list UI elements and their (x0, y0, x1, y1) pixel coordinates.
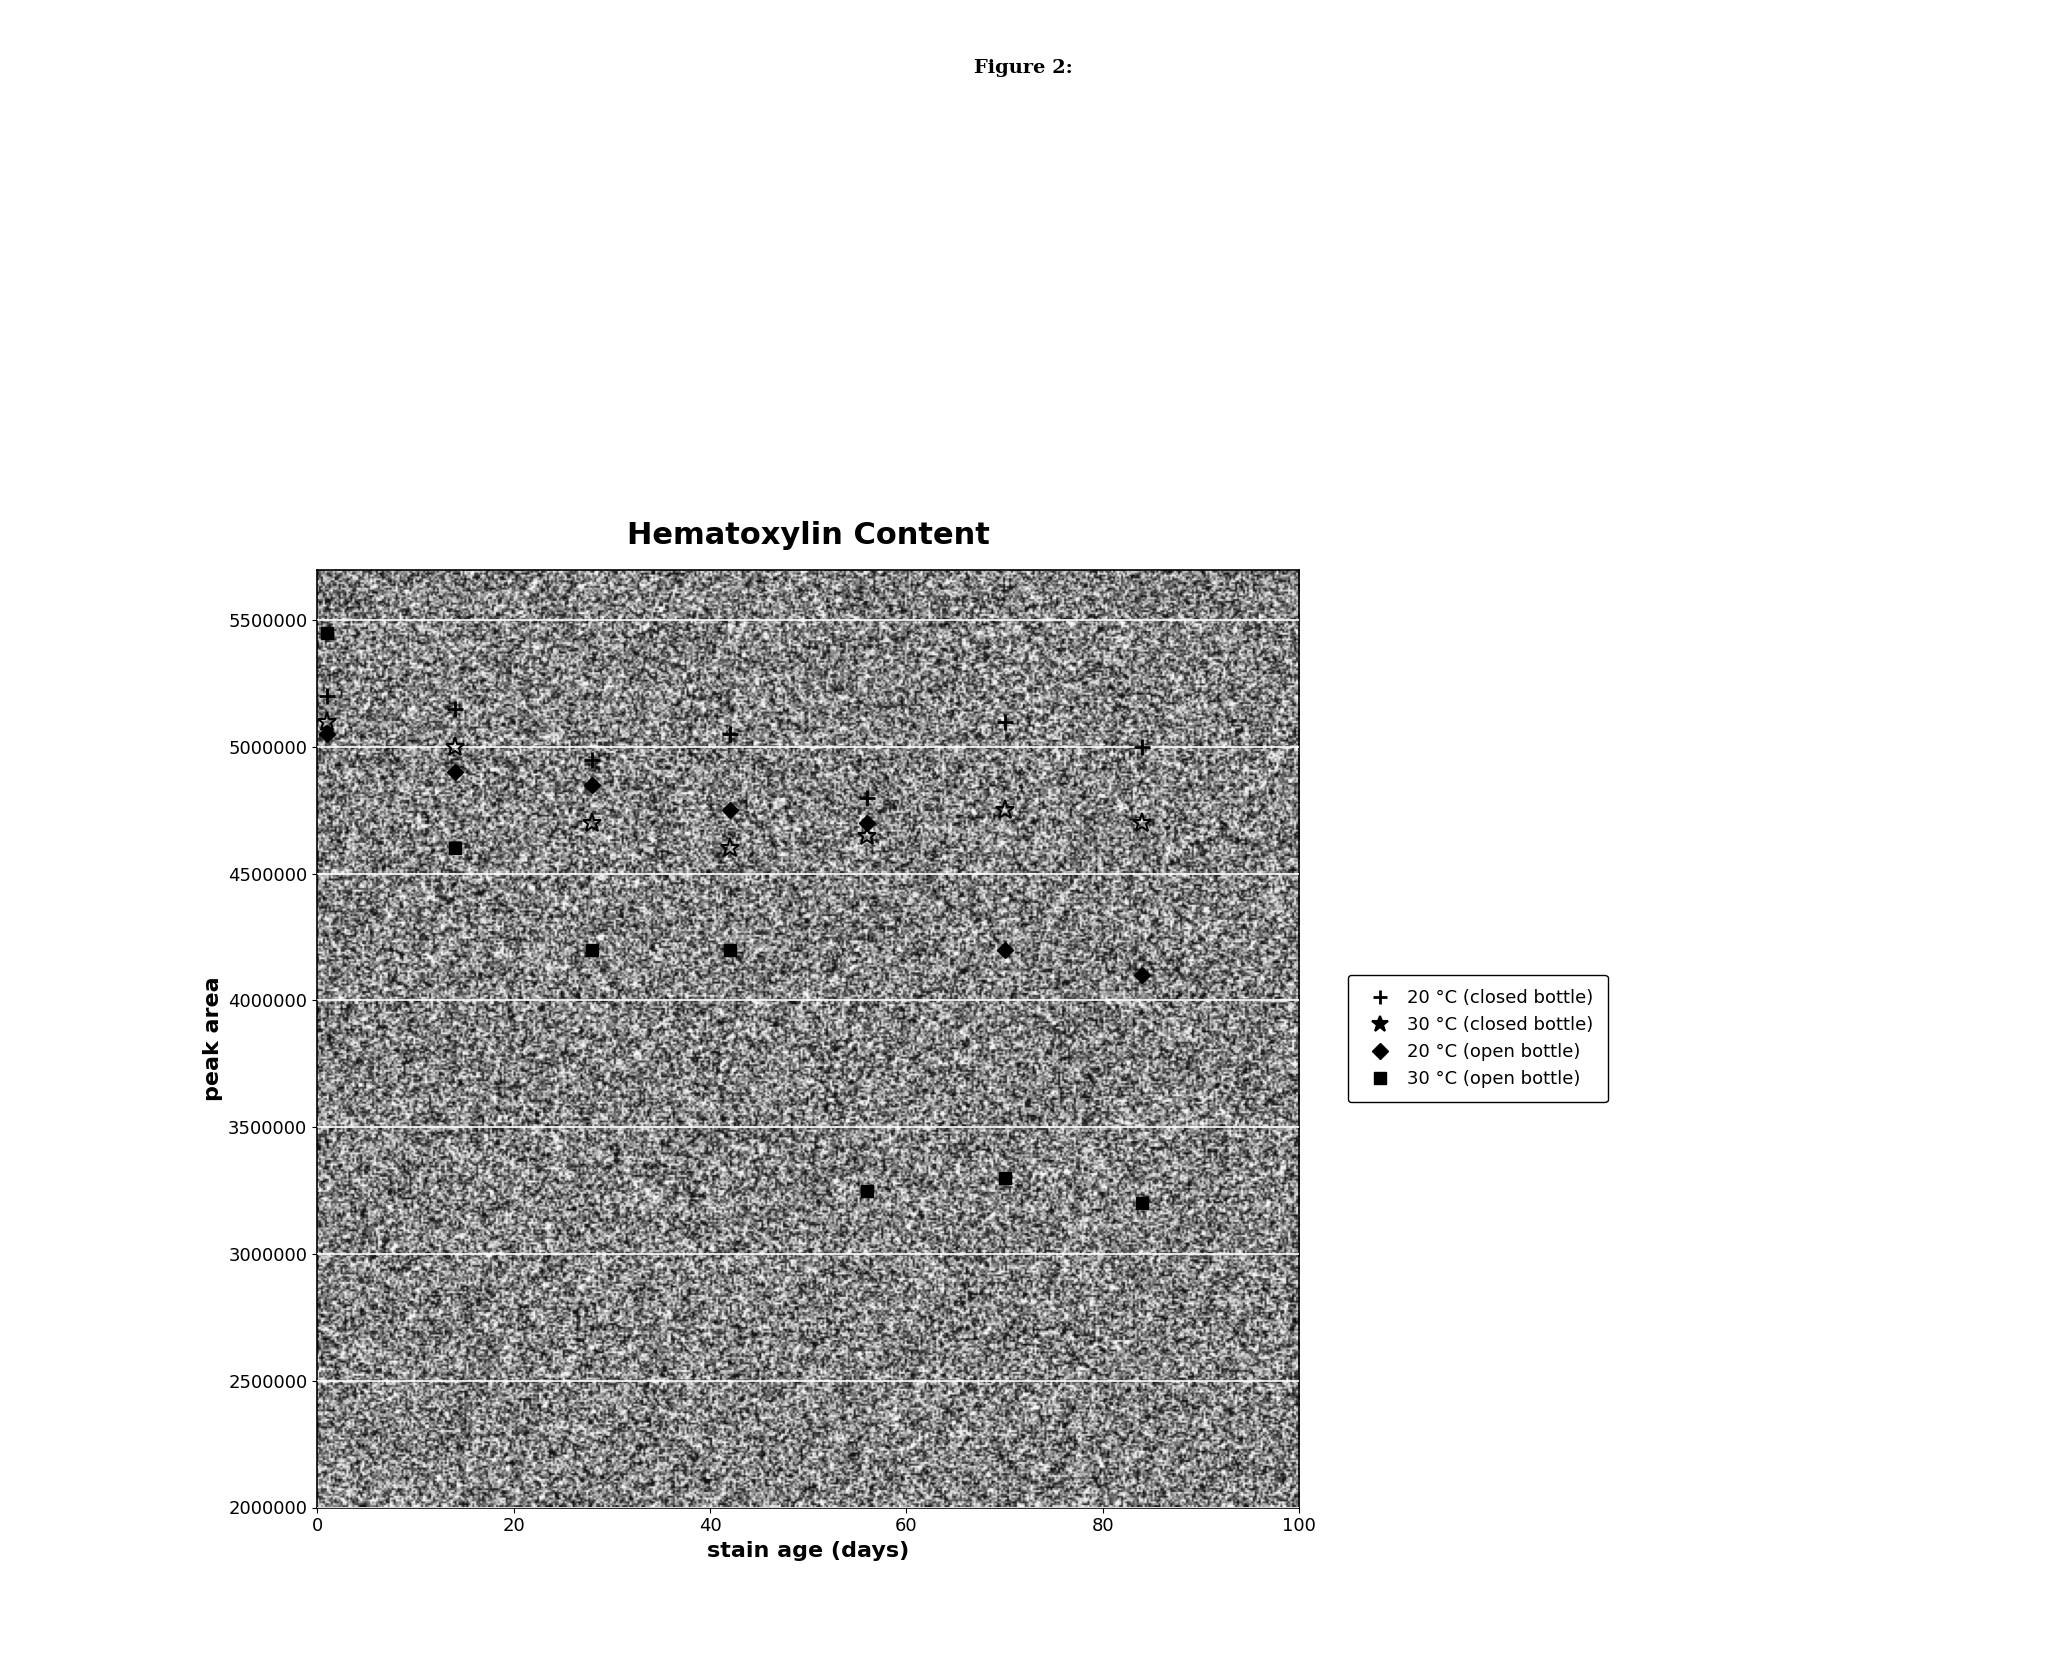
Legend: 20 °C (closed bottle), 30 °C (closed bottle), 20 °C (open bottle), 30 °C (open b: 20 °C (closed bottle), 30 °C (closed bot… (1348, 975, 1608, 1102)
Title: Hematoxylin Content: Hematoxylin Content (626, 521, 990, 551)
Text: Figure 2:: Figure 2: (974, 59, 1072, 77)
X-axis label: stain age (days): stain age (days) (708, 1541, 908, 1561)
Y-axis label: peak area: peak area (203, 977, 223, 1100)
